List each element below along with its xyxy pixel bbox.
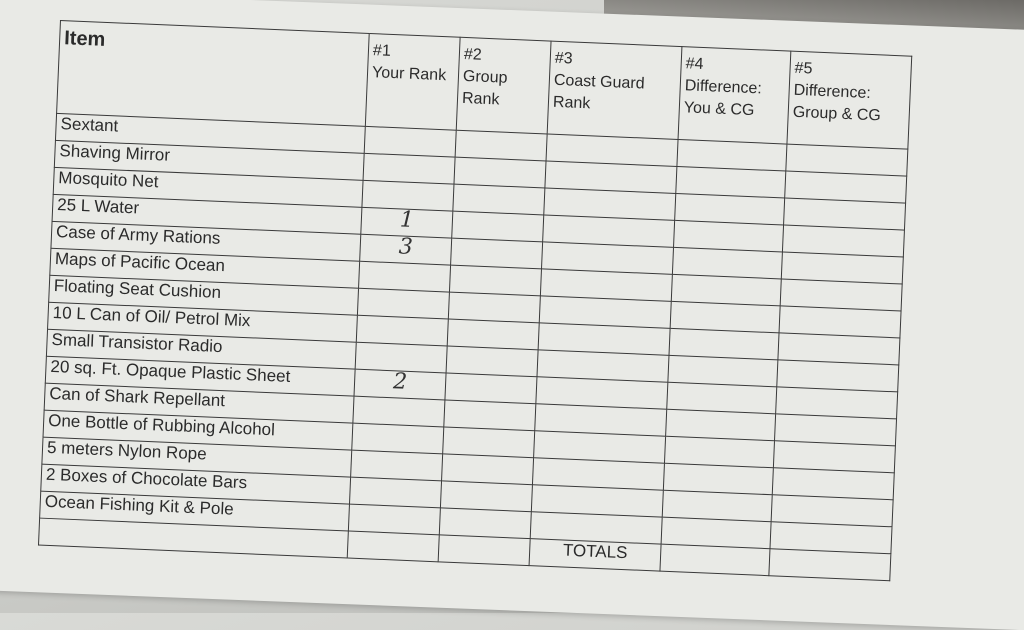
group-rank-cell: [446, 345, 539, 377]
group-rank-cell: [447, 319, 540, 350]
ranking-worksheet: Item #1 Your Rank #2 Group Rank #3 Coast Gu…: [38, 20, 912, 581]
your-rank-cell: [352, 396, 445, 427]
group-rank-cell: [441, 453, 534, 485]
your-rank-cell: [364, 126, 457, 158]
your-rank-cell: [355, 342, 448, 373]
your-rank-cell: 1: [360, 207, 453, 239]
total-difference-you-cg: [659, 544, 770, 576]
group-rank-cell: [455, 130, 548, 161]
header-item: Item: [56, 20, 370, 127]
col-label: Group Rank: [461, 67, 508, 109]
group-rank-cell: [448, 292, 541, 323]
group-rank-cell: [450, 238, 543, 269]
your-rank-cell: [357, 288, 450, 320]
group-rank-cell: [443, 399, 536, 431]
header-coast-guard-rank: #3 Coast Guard Rank: [547, 41, 682, 140]
your-rank-cell: [350, 450, 443, 481]
col-label: Difference: Group & CG: [792, 81, 882, 125]
totals-blank: [347, 531, 440, 562]
header-difference-you-cg: #4 Difference: You & CG: [678, 46, 791, 145]
your-rank-cell: [361, 180, 454, 212]
your-rank-cell: [358, 261, 451, 293]
header-group-rank: #2 Group Rank: [456, 37, 552, 134]
totals-blank: [438, 534, 531, 566]
your-rank-cell: 2: [354, 369, 447, 400]
total-difference-group-cg: [768, 548, 891, 581]
group-rank-cell: [439, 507, 532, 539]
group-rank-cell: [452, 184, 545, 215]
your-rank-cell: [348, 504, 441, 535]
your-rank-cell: [356, 315, 449, 346]
col-label: Difference: You & CG: [683, 77, 763, 120]
group-rank-cell: [444, 372, 537, 404]
header-difference-group-cg: #5 Difference: Group & CG: [786, 51, 912, 150]
group-rank-cell: [453, 157, 547, 188]
group-rank-cell: [440, 480, 533, 512]
header-your-rank: #1 Your Rank: [365, 33, 461, 131]
ranking-table: Item #1 Your Rank #2 Group Rank #3 Coast Gu…: [38, 20, 912, 581]
your-rank-cell: [363, 153, 456, 185]
group-rank-cell: [449, 265, 542, 296]
your-rank-cell: 3: [359, 234, 452, 266]
totals-label: TOTALS: [529, 538, 662, 572]
your-rank-cell: [351, 423, 444, 454]
col-label: Coast Guard Rank: [552, 71, 645, 113]
col-label: Your Rank: [371, 64, 447, 85]
your-rank-cell: [349, 477, 442, 508]
group-rank-cell: [451, 211, 544, 242]
group-rank-cell: [442, 426, 535, 458]
